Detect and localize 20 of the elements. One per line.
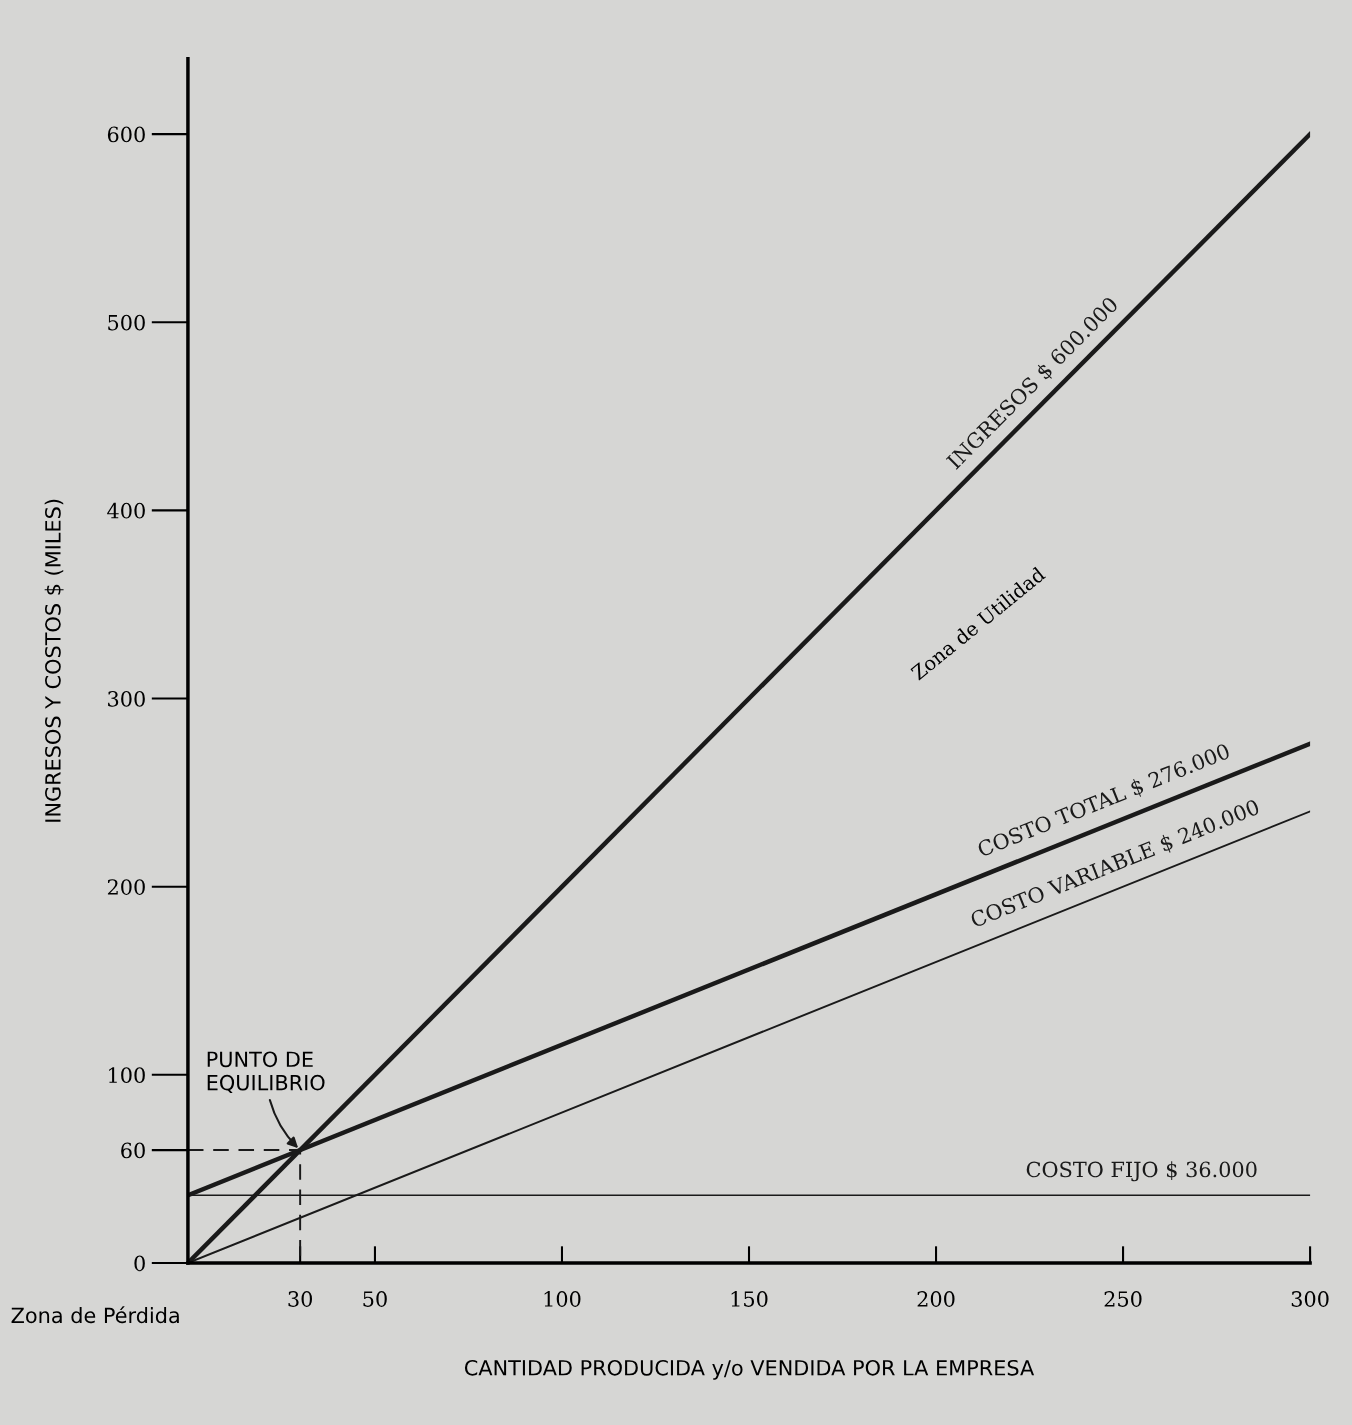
y-tick-label: 0 <box>134 1255 145 1272</box>
annotation: PUNTO DE EQUILIBRIO <box>207 1051 325 1093</box>
y-tick-label: 600 <box>107 126 145 143</box>
x-tick-label: 30 <box>288 1291 313 1307</box>
y-tick-label: 400 <box>107 502 145 519</box>
x-tick-label: 50 <box>363 1291 387 1307</box>
y-tick-label: 500 <box>108 314 145 331</box>
x-tick-label: 250 <box>1104 1291 1142 1307</box>
text: Zona de Pérdida <box>11 1306 179 1324</box>
x-tick-label: 100 <box>544 1291 581 1307</box>
y-tick-label: 300 <box>108 691 145 707</box>
y-tick-label: 100 <box>109 1067 145 1084</box>
series-label: COSTO FIJO $ 36.000 <box>1026 1161 1257 1182</box>
x-tick-label: 150 <box>731 1291 768 1307</box>
y-axis-title: INGRESOS Y COSTOS $ (MILES) <box>44 499 64 822</box>
y-tick-label: 200 <box>107 879 145 895</box>
y-tick-label: 60 <box>121 1142 145 1159</box>
x-tick-label: 300 <box>1291 1291 1329 1307</box>
x-tick-label: 200 <box>917 1291 955 1307</box>
x-axis-title: CANTIDAD PRODUCIDA y/o VENDIDA POR LA EMPRESA <box>464 1359 1035 1380</box>
